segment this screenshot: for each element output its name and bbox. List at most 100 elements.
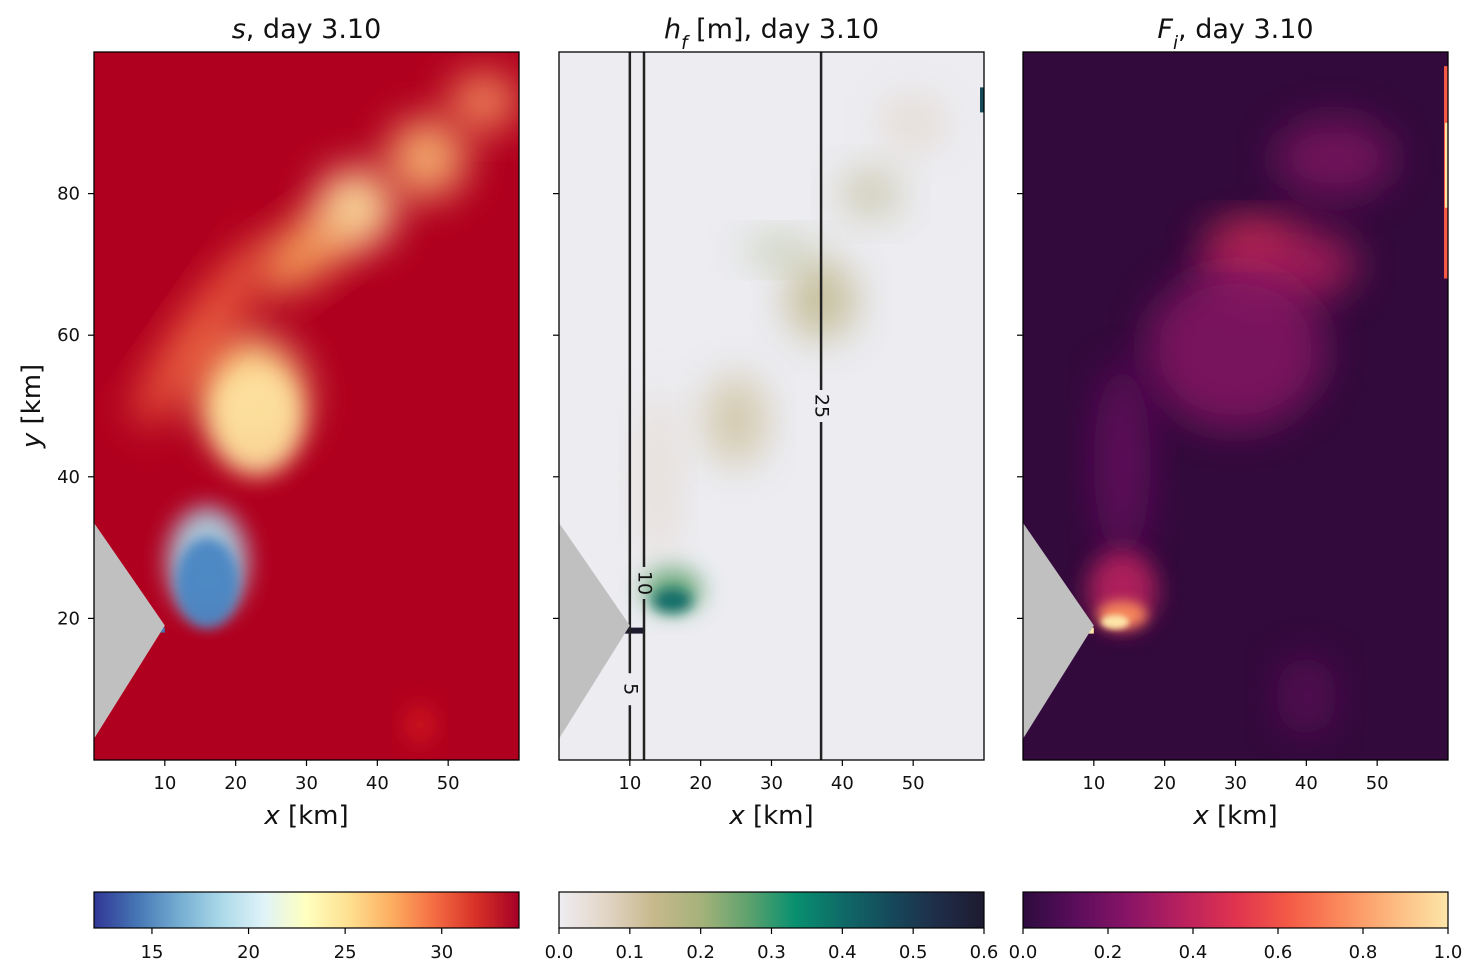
colorbar-gradient <box>93 891 520 929</box>
x-tick-label: 40 <box>831 773 854 794</box>
x-tick-label: 40 <box>1295 773 1318 794</box>
colorbar-tick-label: 1.0 <box>1434 942 1463 963</box>
thickness-blob <box>743 235 814 266</box>
fraction-blob <box>1276 656 1337 737</box>
y-tick-label: 40 <box>57 467 80 488</box>
colorbar-tick-label: 0.4 <box>828 942 857 963</box>
x-tick-label: 50 <box>1366 773 1389 794</box>
colorbar-tick-label: 0.2 <box>686 942 715 963</box>
thickness-blob <box>638 386 679 567</box>
colorbar: 0.0 0.2 0.4 0.6 0.8 1.0 <box>1009 891 1463 963</box>
colorbar-tick-label: 20 <box>237 942 260 963</box>
x-axis-label: x [km] <box>1192 801 1277 831</box>
x-tick-label: 20 <box>224 773 247 794</box>
colorbar-gradient <box>558 891 985 929</box>
x-axis-label-rest: [km] <box>745 801 814 831</box>
fraction-blob <box>1204 218 1295 255</box>
thickness-blob <box>706 375 767 466</box>
x-axis-label-rest: [km] <box>280 801 349 831</box>
panel-2: 5 10 25 10 20 30 40 50 hf [m], day 3.10 x [km] 0.0… <box>545 14 999 963</box>
thick-core <box>652 588 693 613</box>
fraction-blob <box>1145 269 1326 430</box>
plume-blob <box>133 243 267 427</box>
field-background <box>559 52 984 760</box>
panel-title-var: h <box>664 14 681 45</box>
contour-label: 10 <box>634 571 656 595</box>
plume-core <box>211 365 302 476</box>
heatmap-field <box>1023 52 1448 760</box>
x-tick-label: 10 <box>618 773 641 794</box>
panel-title-sub: f <box>681 33 690 54</box>
edge-band-core <box>1445 122 1448 208</box>
x-tick-label: 30 <box>760 773 783 794</box>
x-tick-label: 50 <box>437 773 460 794</box>
panel-3: 10 20 30 40 50 Fi, day 3.10 x [km] 0.0 0.2 0.4 0.6… <box>1009 14 1463 963</box>
y-tick-label: 20 <box>57 608 80 629</box>
colorbar-tick-label: 0.4 <box>1179 942 1208 963</box>
colorbar-tick-label: 0.0 <box>545 942 574 963</box>
thickness-blob <box>878 92 949 153</box>
x-axis-label-rest: [km] <box>1209 801 1278 831</box>
y-axis-label: y [km] <box>17 364 47 449</box>
colorbar: 0.0 0.1 0.2 0.3 0.4 0.5 0.6 <box>545 891 999 963</box>
colorbar-gradient <box>1022 891 1449 929</box>
fraction-blob <box>1094 362 1151 563</box>
plume-blob <box>386 118 467 199</box>
x-axis-label-var: x <box>1192 801 1209 831</box>
x-axis-label-var: x <box>263 801 280 831</box>
edge-mark <box>980 87 984 113</box>
thickness-blob <box>840 168 901 219</box>
colorbar-tick-label: 15 <box>141 942 164 963</box>
plume-blob <box>448 71 519 132</box>
plume-blob <box>316 167 397 248</box>
land-wedge <box>559 522 630 739</box>
panel-title: hf [m], day 3.10 <box>664 14 879 54</box>
x-tick-label: 30 <box>1224 773 1247 794</box>
panel-title-rest: , day 3.10 <box>1178 14 1314 45</box>
x-axis-label: x [km] <box>263 801 348 831</box>
y-tick-label: 80 <box>57 184 80 205</box>
panel-title: s, day 3.10 <box>232 14 382 45</box>
heatmap-field: 5 10 25 <box>559 52 984 760</box>
colorbar-tick-label: 0.5 <box>899 942 928 963</box>
panel-title-rest: [m], day 3.10 <box>688 14 879 45</box>
panel-title-var: s <box>232 14 246 45</box>
panel-title-rest: , day 3.10 <box>246 14 382 45</box>
colorbar-tick-label: 0.6 <box>1264 942 1293 963</box>
x-tick-label: 20 <box>1153 773 1176 794</box>
fresh-water-core <box>175 538 240 628</box>
x-tick-label: 20 <box>689 773 712 794</box>
y-axis-label-var: y <box>17 432 47 449</box>
x-axis-label-var: x <box>728 801 745 831</box>
x-axis-label: x [km] <box>728 801 813 831</box>
x-tick-label: 40 <box>366 773 389 794</box>
colorbar-tick-label: 30 <box>430 942 453 963</box>
colorbar: 15 20 25 30 <box>93 891 520 963</box>
panel-title-var: F <box>1157 14 1173 45</box>
colorbar-tick-label: 0.0 <box>1009 942 1038 963</box>
colorbar-tick-label: 0.2 <box>1094 942 1123 963</box>
fraction-core <box>1101 614 1130 629</box>
contour-label: 25 <box>811 394 833 418</box>
heatmap-field <box>94 52 519 760</box>
patch <box>405 704 434 745</box>
colorbar-tick-label: 0.1 <box>616 942 645 963</box>
land-wedge <box>94 522 165 739</box>
x-tick-label: 10 <box>153 773 176 794</box>
colorbar-tick-label: 25 <box>334 942 357 963</box>
y-tick-label: 60 <box>57 325 80 346</box>
panel-title: Fi, day 3.10 <box>1157 14 1313 54</box>
x-tick-label: 50 <box>902 773 925 794</box>
x-tick-label: 10 <box>1082 773 1105 794</box>
land-wedge <box>1023 522 1094 739</box>
colorbar-tick-label: 0.8 <box>1349 942 1378 963</box>
y-axis-label-rest: [km] <box>17 364 47 433</box>
x-tick-label: 30 <box>295 773 318 794</box>
colorbar-tick-label: 0.6 <box>970 942 999 963</box>
colorbar-tick-label: 0.3 <box>757 942 786 963</box>
contour-label: 5 <box>619 683 641 695</box>
panel-title-sub: i <box>1173 33 1179 54</box>
fraction-blob <box>1274 118 1395 199</box>
